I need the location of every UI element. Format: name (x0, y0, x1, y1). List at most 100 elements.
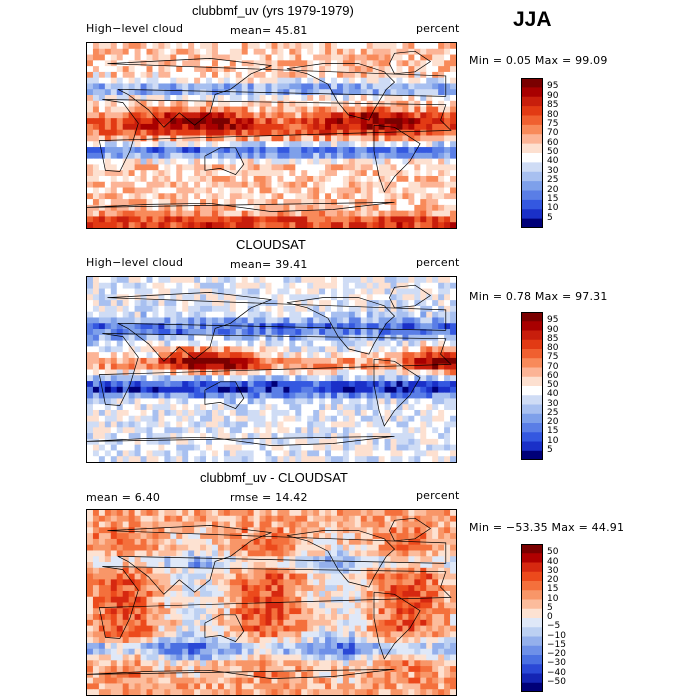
map-cell (444, 71, 451, 79)
map-cell (289, 106, 296, 113)
map-cell (348, 510, 356, 517)
map-cell (450, 43, 456, 50)
map-cell (301, 277, 308, 284)
map-cell (170, 323, 177, 330)
map-cell (98, 438, 106, 446)
map-cell (325, 193, 332, 200)
map-cell (277, 66, 284, 73)
map-cell (426, 386, 433, 394)
map-cell (438, 277, 445, 284)
map-cell (176, 363, 183, 371)
map-cell (211, 357, 219, 365)
map-cell (176, 352, 183, 359)
map-cell (384, 158, 392, 166)
map-cell (158, 277, 165, 284)
map-cell (313, 118, 320, 125)
map-cell (319, 147, 326, 154)
map-cell (450, 334, 456, 342)
map-cell (289, 152, 296, 160)
map-cell (170, 317, 177, 324)
map-cell (396, 590, 404, 598)
map-cell (182, 135, 189, 142)
map-cell (265, 421, 273, 428)
map-cell (414, 352, 421, 359)
map-cell (259, 305, 267, 313)
map-cell (217, 222, 225, 228)
map-cell (414, 216, 421, 223)
map-cell (265, 398, 273, 405)
map-cell (211, 193, 219, 200)
map-cell (164, 152, 171, 160)
map-cell (158, 409, 165, 417)
map-cell (158, 123, 165, 131)
map-cell (319, 43, 326, 50)
map-cell (235, 71, 243, 79)
map-cell (319, 288, 326, 295)
map-cell (414, 346, 421, 353)
map-cell (277, 590, 284, 598)
map-cell (170, 100, 177, 108)
map-cell (384, 288, 392, 295)
map-cell (313, 43, 320, 50)
map-cell (295, 187, 302, 194)
map-cell (253, 521, 261, 528)
map-cell (229, 527, 237, 534)
map-cell (295, 404, 302, 411)
map-cell (229, 375, 237, 382)
map-cell (283, 544, 290, 552)
map-cell (331, 95, 338, 102)
map-cell (426, 340, 433, 347)
map-cell (182, 147, 189, 154)
map-cell (134, 54, 142, 61)
map-cell (289, 77, 296, 85)
map-cell (420, 550, 427, 557)
map-cell (229, 100, 237, 108)
map-cell (128, 392, 136, 400)
map-cell (104, 346, 112, 353)
map-cell (372, 409, 380, 417)
map-cell (295, 550, 302, 557)
map-cell (188, 363, 195, 371)
map-cell (116, 573, 124, 580)
map-cell (194, 288, 201, 295)
map-cell (325, 300, 332, 307)
map-cell (420, 170, 427, 177)
map-cell (229, 118, 237, 125)
map-cell (140, 444, 148, 452)
map-cell (319, 170, 326, 177)
map-cell (450, 112, 456, 119)
map-cell (336, 340, 344, 347)
map-cell (170, 204, 177, 212)
map-cell (253, 427, 261, 434)
map-cell (331, 106, 338, 113)
map-cell (211, 438, 219, 446)
map-cell (420, 521, 427, 528)
map-cell (396, 381, 404, 388)
map-cell (301, 181, 308, 189)
map-cell (87, 392, 94, 400)
map-cell (98, 392, 106, 400)
map-cell (146, 305, 154, 313)
map-cell (211, 567, 219, 575)
map-cell (217, 282, 225, 290)
map-cell (408, 311, 415, 319)
map-cell (378, 48, 386, 56)
map-cell (295, 562, 302, 569)
map-cell (372, 329, 380, 336)
map-cell (325, 210, 332, 218)
map-cell (396, 135, 404, 142)
map-cell (110, 66, 118, 73)
map-cell (128, 66, 136, 73)
map-cell (426, 311, 433, 319)
map-cell (426, 60, 433, 67)
map-cell (188, 71, 195, 79)
map-cell (116, 317, 124, 324)
map-cell (206, 515, 213, 523)
map-cell (360, 100, 368, 108)
map-cell (265, 54, 273, 61)
map-cell (450, 187, 456, 194)
map-cell (301, 444, 308, 452)
map-cell (92, 363, 100, 371)
map-cell (116, 562, 124, 569)
map-cell (217, 573, 225, 580)
